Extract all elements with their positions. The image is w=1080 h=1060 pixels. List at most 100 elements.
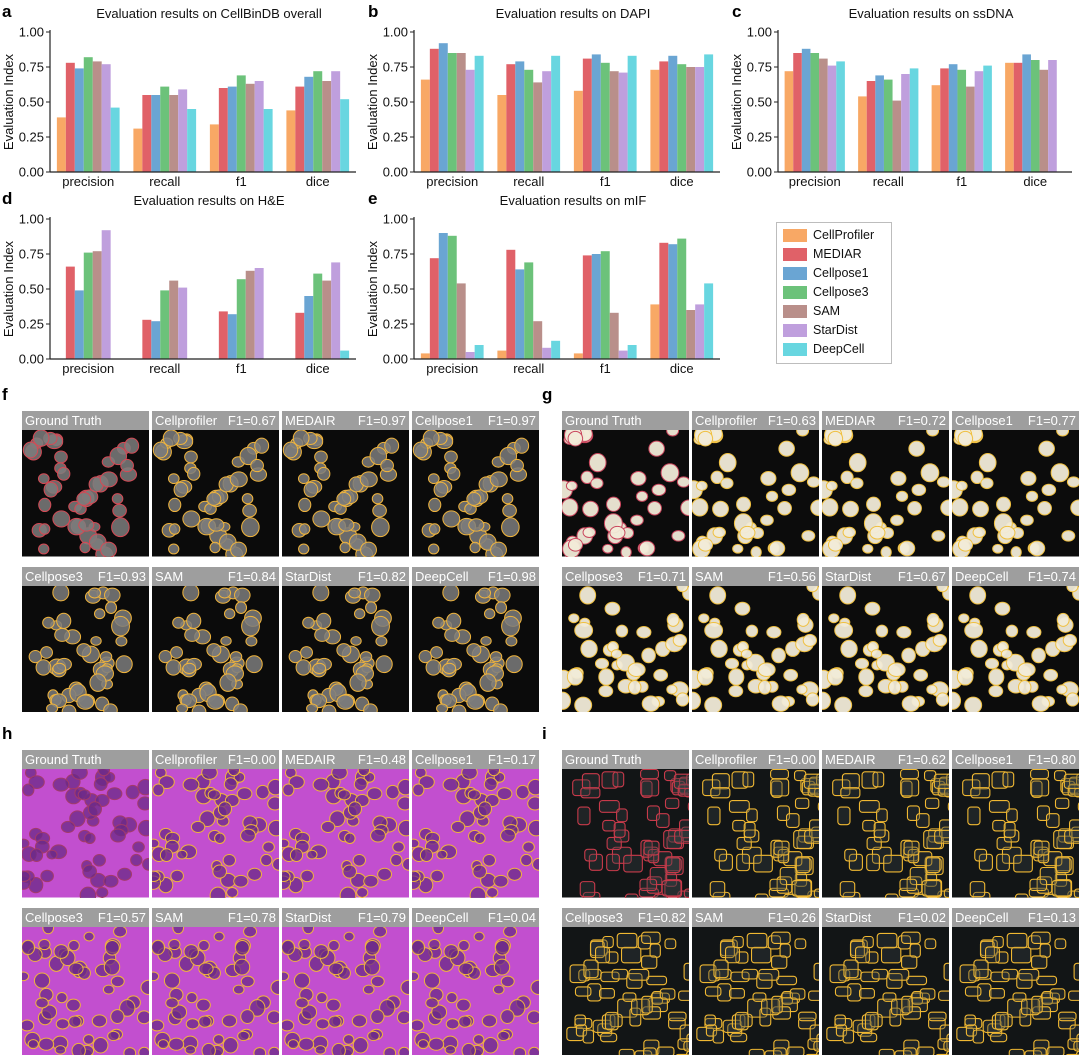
cell-outline (936, 476, 949, 488)
cell-outline (901, 647, 916, 663)
bar-f1-deepcell (627, 345, 637, 359)
cell-outline (794, 937, 807, 949)
x-tick-label: f1 (956, 174, 967, 189)
cell-outline (712, 500, 729, 518)
bar-precision-mediar (429, 258, 439, 359)
y-tick-label: 1.00 (747, 25, 772, 40)
cell-outline (673, 773, 689, 789)
segmentation-tile: MEDAIR F1=0.62 (822, 750, 949, 898)
cell-outline (526, 1009, 539, 1024)
cell-outline (783, 893, 799, 898)
y-tick-label: 0.50 (747, 95, 772, 110)
cell-outline (933, 773, 949, 789)
segmentation-tile: SAM F1=0.78 (152, 907, 279, 1055)
cell-outline (943, 1040, 949, 1052)
cell-outline (171, 1003, 188, 1020)
cell-outline (862, 819, 876, 832)
bar-dice-stardist (1048, 60, 1057, 172)
cell-outline (728, 667, 745, 686)
cell-outline (828, 612, 840, 623)
cell-outline (680, 499, 689, 517)
cell-outline (837, 806, 851, 826)
cell-outline (604, 601, 621, 616)
cell-outline (1005, 624, 1019, 638)
cell-outline (302, 926, 315, 934)
tile-image (692, 430, 819, 557)
bar-f1-sam (609, 312, 619, 359)
cell-outline (82, 864, 97, 879)
x-tick-label: dice (670, 361, 694, 376)
cell-outline (372, 503, 387, 518)
cell-outline (988, 684, 1004, 697)
cell-outline (115, 635, 128, 646)
cell-outline (1066, 585, 1079, 592)
cell-outline (988, 987, 1005, 999)
cell-outline (1036, 975, 1058, 985)
cell-outline (732, 935, 744, 948)
x-tick-label: recall (149, 361, 180, 376)
bar-f1-sam (609, 71, 619, 172)
cell-outline (996, 853, 1010, 872)
legend-swatch (783, 323, 807, 337)
tile-image (22, 769, 149, 898)
tile-method-label: Cellpose1 (415, 413, 473, 428)
cell-outline (480, 635, 492, 646)
segmentation-tile: Cellpose1 F1=0.80 (952, 750, 1079, 898)
x-tick-label: dice (1023, 174, 1047, 189)
cell-outline (442, 777, 460, 792)
bar-f1-mediar (582, 58, 592, 172)
cell-outline (606, 496, 622, 512)
bar-recall-sam (169, 280, 179, 359)
cell-outline (647, 500, 662, 516)
bar-precision-mediar (65, 266, 75, 359)
cell-outline (1054, 879, 1073, 898)
bar-precision-sam (456, 53, 466, 172)
cell-outline (876, 808, 888, 823)
cell-outline (190, 820, 206, 833)
cell-outline (363, 874, 379, 888)
cell-outline (972, 526, 986, 538)
cell-outline (22, 838, 30, 849)
tile-header: DeepCell F1=0.04 (412, 907, 539, 927)
cell-outline (913, 668, 929, 681)
cell-outline (718, 452, 737, 473)
y-tick-label: 1.00 (19, 212, 44, 227)
tile-method-label: Cellpose1 (955, 413, 1013, 428)
cell-outline (522, 841, 535, 853)
cell-outline (240, 1008, 255, 1024)
cell-outline (834, 985, 852, 997)
cell-outline (611, 968, 629, 980)
cell-outline (771, 931, 791, 944)
tile-image (952, 585, 1079, 712)
cell-outline (353, 607, 366, 619)
microscopy-image (152, 926, 279, 1055)
cell-outline (698, 612, 710, 623)
cell-outline (247, 867, 263, 881)
cell-outline (223, 777, 238, 792)
cell-outline (743, 821, 756, 838)
cell-outline (172, 926, 185, 934)
cell-outline (272, 857, 279, 871)
cell-outline (436, 702, 449, 712)
cell-outline (232, 984, 245, 995)
cell-outline (41, 1003, 58, 1020)
bar-precision-sam (92, 251, 102, 359)
cell-outline (298, 543, 310, 555)
x-tick-label: precision (62, 361, 114, 376)
cell-outline (878, 1048, 895, 1055)
cell-outline (22, 783, 35, 797)
cell-outline (430, 869, 444, 883)
cell-outline (182, 777, 200, 792)
bar-precision-deepcell (836, 61, 845, 172)
bar-dice-mediar (1013, 62, 1023, 172)
cell-outline (935, 1053, 949, 1055)
cell-outline (443, 943, 459, 959)
cell-outline (117, 867, 133, 881)
cell-outline (254, 437, 270, 454)
cell-outline (206, 492, 222, 506)
cell-outline (649, 866, 668, 886)
cell-outline (209, 886, 227, 898)
x-tick-label: f1 (236, 174, 247, 189)
microscopy-image (412, 769, 539, 898)
tile-method-label: StarDist (825, 909, 872, 925)
